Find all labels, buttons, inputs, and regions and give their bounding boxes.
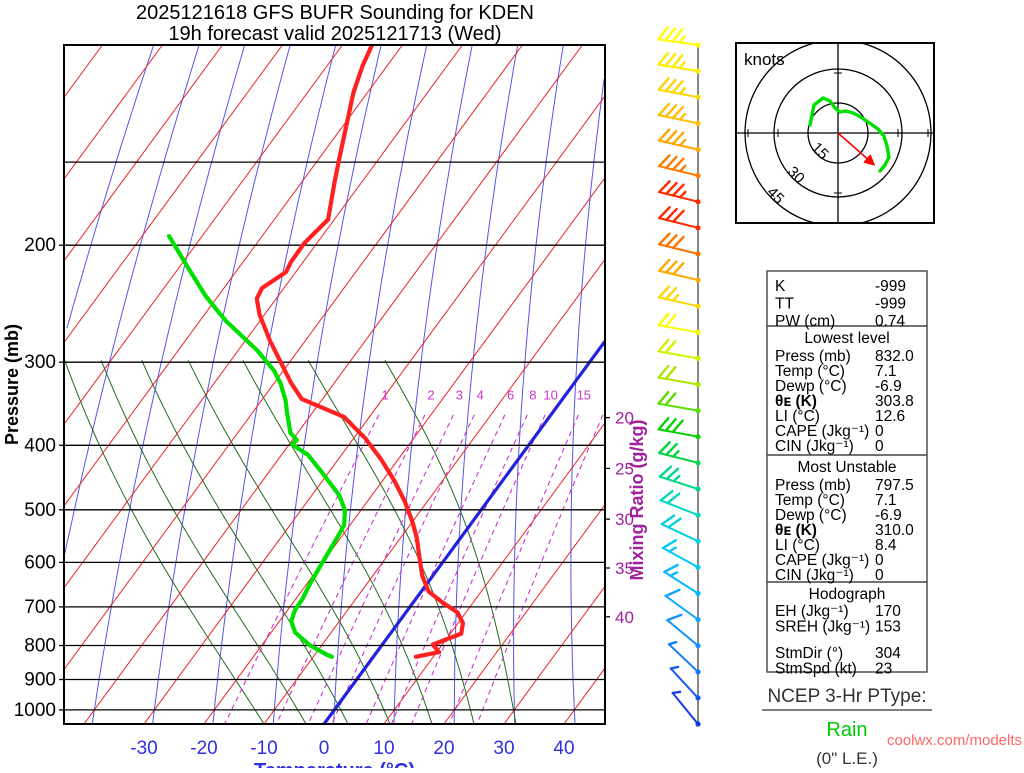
svg-text:500: 500 — [24, 500, 56, 521]
svg-text:200: 200 — [24, 235, 56, 256]
svg-text:0: 0 — [875, 567, 884, 584]
svg-text:Temperature (°C): Temperature (°C) — [254, 760, 415, 768]
svg-text:23: 23 — [875, 661, 892, 678]
svg-text:4: 4 — [477, 388, 484, 403]
svg-text:SREH (Jkg⁻¹): SREH (Jkg⁻¹) — [775, 619, 870, 636]
svg-text:EH (Jkg⁻¹): EH (Jkg⁻¹) — [775, 603, 849, 620]
svg-text:Lowest level: Lowest level — [804, 330, 889, 347]
svg-text:3: 3 — [456, 388, 463, 403]
svg-text:CIN (Jkg⁻¹): CIN (Jkg⁻¹) — [775, 438, 854, 455]
svg-text:-30: -30 — [130, 738, 157, 759]
svg-text:-999: -999 — [875, 296, 906, 313]
svg-text:Mixing Ratio (g/kg): Mixing Ratio (g/kg) — [627, 420, 647, 581]
svg-text:40: 40 — [615, 608, 634, 627]
svg-text:2: 2 — [427, 388, 434, 403]
svg-text:K: K — [775, 278, 786, 295]
svg-text:6: 6 — [507, 388, 514, 403]
svg-text:304: 304 — [875, 645, 901, 662]
svg-text:StmSpd (kt): StmSpd (kt) — [775, 661, 857, 678]
svg-text:PW (cm): PW (cm) — [775, 313, 835, 330]
svg-text:-999: -999 — [875, 278, 906, 295]
svg-text:0: 0 — [319, 738, 330, 759]
svg-text:15: 15 — [577, 388, 591, 403]
svg-text:StmDir (°): StmDir (°) — [775, 645, 843, 662]
svg-text:8: 8 — [529, 388, 536, 403]
svg-text:10: 10 — [373, 738, 394, 759]
svg-text:800: 800 — [24, 636, 56, 657]
svg-text:(0" L.E.): (0" L.E.) — [816, 749, 878, 768]
svg-text:knots: knots — [744, 50, 785, 69]
svg-text:coolwx.com/modelts: coolwx.com/modelts — [887, 732, 1022, 749]
svg-text:700: 700 — [24, 597, 56, 618]
svg-text:Pressure (mb): Pressure (mb) — [2, 324, 22, 445]
svg-text:153: 153 — [875, 619, 901, 636]
svg-text:-10: -10 — [250, 738, 277, 759]
svg-text:TT: TT — [775, 296, 794, 313]
svg-text:40: 40 — [553, 738, 574, 759]
svg-text:Most Unstable: Most Unstable — [797, 459, 896, 476]
svg-text:CIN (Jkg⁻¹): CIN (Jkg⁻¹) — [775, 567, 854, 584]
svg-text:600: 600 — [24, 552, 56, 573]
svg-text:19h forecast valid 2025121713: 19h forecast valid 2025121713 (Wed) — [168, 23, 501, 45]
svg-text:-20: -20 — [190, 738, 217, 759]
svg-text:30: 30 — [493, 738, 514, 759]
svg-text:1000: 1000 — [14, 700, 56, 721]
svg-text:300: 300 — [24, 352, 56, 373]
svg-text:900: 900 — [24, 670, 56, 691]
svg-text:170: 170 — [875, 603, 901, 620]
svg-text:Hodograph: Hodograph — [809, 586, 886, 603]
svg-text:2025121618 GFS BUFR Sounding f: 2025121618 GFS BUFR Sounding for KDEN — [136, 2, 534, 24]
svg-text:10: 10 — [543, 388, 557, 403]
svg-text:0.74: 0.74 — [875, 313, 906, 330]
svg-text:1: 1 — [381, 388, 388, 403]
svg-text:20: 20 — [433, 738, 454, 759]
svg-text:NCEP 3-Hr PType:: NCEP 3-Hr PType: — [767, 686, 926, 707]
svg-text:0: 0 — [875, 438, 884, 455]
svg-text:400: 400 — [24, 435, 56, 456]
svg-text:Rain: Rain — [826, 719, 867, 741]
